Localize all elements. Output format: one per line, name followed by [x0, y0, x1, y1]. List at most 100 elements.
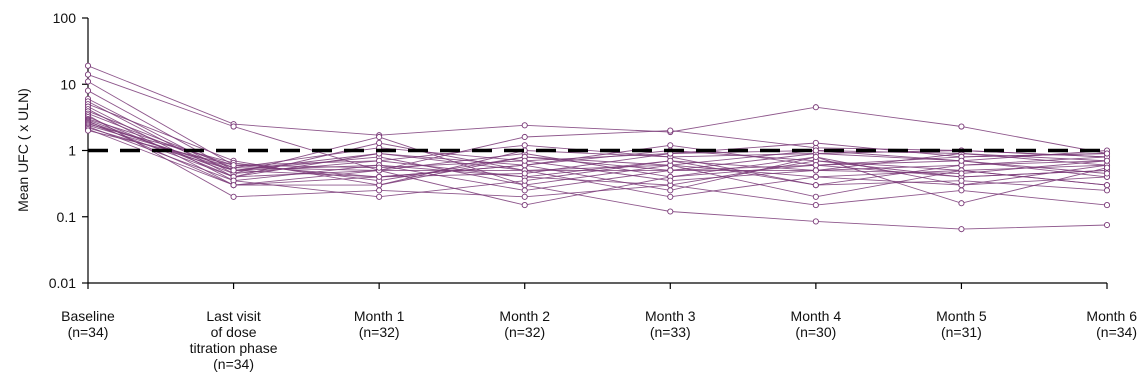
data-point [376, 193, 383, 200]
data-point [230, 182, 237, 189]
data-point [667, 127, 674, 134]
x-axis [87, 282, 1108, 289]
data-point [1103, 164, 1111, 171]
series-line [87, 128, 1108, 186]
data-point [376, 164, 383, 171]
series-1 [84, 62, 1111, 157]
data-point [958, 123, 965, 130]
data-point [812, 182, 819, 189]
data-point [812, 153, 819, 160]
data-point [812, 104, 819, 111]
data-point [521, 193, 528, 200]
data-point [1103, 202, 1111, 209]
x-tick-label-line: (n=30) [795, 324, 836, 340]
data-point [84, 71, 92, 78]
x-tick-label-line: titration phase [190, 340, 278, 356]
data-point [230, 167, 237, 174]
data-point [84, 127, 92, 134]
data-point [667, 167, 674, 174]
x-tick-label-line: Last visit [206, 308, 261, 324]
x-tick-label-line: Month 4 [791, 308, 842, 324]
series-line [87, 106, 1108, 182]
y-tick-label: 10 [60, 76, 76, 92]
data-point [667, 187, 674, 194]
data-point [958, 200, 965, 207]
data-point [521, 133, 528, 141]
y-tick-label: 0.1 [57, 209, 77, 225]
x-tick-label-line: Month 2 [499, 308, 550, 324]
x-tick-label: Last visit of dose titration phase (n=34) [190, 308, 278, 372]
y-tick-label: 1 [68, 143, 76, 159]
data-point [667, 142, 674, 149]
data-point [521, 187, 528, 194]
x-tick-label: Month 2 (n=32) [499, 308, 550, 340]
data-point [376, 187, 383, 194]
data-point [812, 202, 819, 209]
series-line [87, 130, 1108, 182]
x-tick-label: Baseline (n=34) [61, 308, 115, 340]
data-point [230, 123, 237, 130]
x-tick-label-line: of dose [211, 324, 257, 340]
data-point [230, 193, 237, 200]
y-axis-label: Mean UFC ( x ULN) [15, 88, 31, 212]
x-tick-label-line: (n=34) [68, 324, 109, 340]
data-point [812, 167, 819, 174]
data-point [812, 193, 819, 200]
x-tick-labels: Baseline (n=34) Last visit of dose titration… [61, 308, 1137, 372]
x-tick-label: Month 5 (n=31) [936, 308, 987, 340]
series-line [87, 101, 1108, 178]
data-point [958, 226, 965, 233]
series-line [87, 108, 1108, 186]
x-tick-label: Month 1 (n=32) [354, 308, 405, 340]
data-point [84, 62, 92, 69]
data-point [812, 173, 819, 180]
data-point [521, 170, 528, 177]
series-18 [84, 119, 1111, 200]
x-tick-label-line: (n=32) [359, 324, 400, 340]
data-point [376, 139, 383, 147]
data-point [667, 208, 674, 215]
data-point [1103, 221, 1111, 229]
series-lines [84, 62, 1111, 233]
x-tick-label-line: Month 5 [936, 308, 987, 324]
x-tick-label-line: (n=31) [941, 324, 982, 340]
data-point [1103, 150, 1111, 157]
data-point [1103, 170, 1111, 177]
data-point [84, 78, 92, 85]
x-tick-label-line: (n=33) [650, 324, 691, 340]
data-point [521, 157, 528, 164]
data-point [84, 87, 92, 94]
x-tick-label: Month 4 (n=30) [791, 308, 842, 340]
data-point [958, 170, 965, 177]
data-point [521, 142, 528, 149]
series-line [87, 110, 1108, 169]
data-point [667, 193, 674, 200]
data-point [230, 162, 237, 169]
data-point [376, 133, 383, 141]
x-tick-label-line: (n=34) [213, 356, 254, 372]
x-tick-label-line: (n=34) [1096, 324, 1137, 340]
data-point [521, 202, 528, 209]
data-point [521, 177, 528, 184]
y-tick-label: 100 [53, 10, 77, 26]
data-point [812, 139, 819, 147]
x-tick-label-line: Month 1 [354, 308, 405, 324]
data-point [958, 157, 965, 164]
series-line [87, 81, 1108, 166]
data-point [812, 162, 819, 169]
series-line [87, 65, 1108, 154]
data-point [812, 218, 819, 225]
data-point [958, 177, 965, 184]
data-point [667, 157, 674, 164]
data-point [1103, 157, 1111, 164]
y-axis: 0.01 0.1 1 10 100 [49, 10, 89, 291]
y-tick-label: 0.01 [49, 275, 76, 291]
series-line [87, 124, 1108, 206]
data-point [1103, 187, 1111, 194]
series-line [87, 120, 1108, 186]
x-tick-label: Month 6 (n=34) [1086, 308, 1137, 340]
series-line [87, 127, 1108, 204]
series-line [87, 122, 1108, 198]
data-point [958, 187, 965, 194]
